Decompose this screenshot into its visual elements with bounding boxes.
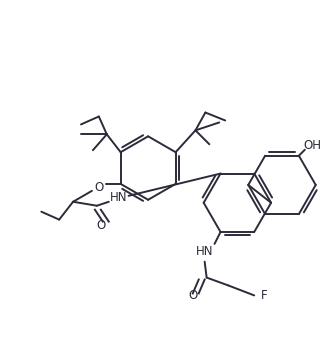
Text: OH: OH xyxy=(304,139,322,152)
Text: O: O xyxy=(94,181,104,195)
Text: O: O xyxy=(188,289,197,302)
Text: HN: HN xyxy=(196,245,214,258)
Text: O: O xyxy=(96,219,106,232)
Text: HN: HN xyxy=(110,191,127,204)
Text: F: F xyxy=(261,289,267,302)
